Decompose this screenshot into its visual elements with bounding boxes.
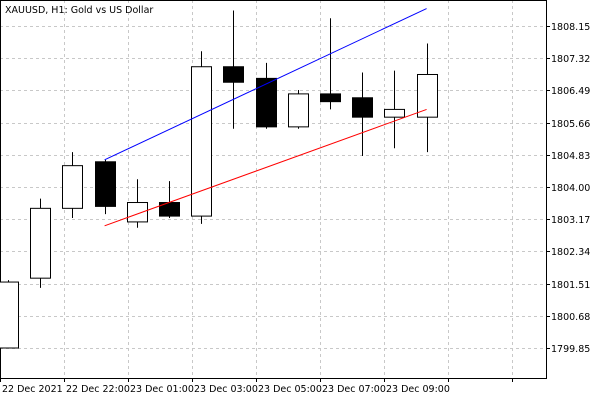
y-tick-label: 1800.68 [551, 312, 590, 323]
candle-body-bearish [95, 161, 116, 207]
candles-group [0, 10, 438, 349]
candle [288, 90, 309, 129]
candle [62, 152, 83, 219]
x-tick-label: 23 Dec 03:00 [194, 384, 258, 395]
candle-body-bearish [320, 93, 341, 103]
candle [127, 179, 148, 228]
candle [417, 43, 438, 153]
x-tick-label: 23 Dec 07:00 [322, 384, 386, 395]
y-tick-label: 1805.66 [551, 119, 590, 130]
candle-body-bullish [288, 93, 309, 128]
candle-body-bullish [417, 73, 438, 118]
y-tick-label: 1799.85 [551, 344, 590, 355]
candle [159, 181, 180, 219]
candle [320, 18, 341, 110]
candle-body-bearish [256, 77, 277, 128]
candle-body-bullish [127, 202, 148, 223]
plot-frame [0, 0, 547, 379]
candle-body-bullish [191, 66, 212, 217]
x-tick-label: 22 Dec 22:00 [66, 384, 130, 395]
chart-title: XAUUSD, H1: Gold vs US Dollar [5, 5, 153, 16]
candle [256, 62, 277, 129]
y-tick-label: 1804.83 [551, 151, 590, 162]
candle [352, 72, 373, 156]
trendlines-group [104, 8, 427, 227]
y-tick-label: 1801.51 [551, 280, 590, 291]
y-tick-label: 1806.49 [551, 86, 590, 97]
price-axis: 1808.15 1807.32 1806.49 1805.66 1804.83 1804.… [546, 22, 590, 355]
x-tick-label: 22 Dec 2021 [2, 384, 63, 395]
candle-body-bearish [352, 97, 373, 118]
candle [191, 51, 212, 224]
x-tick-label: 23 Dec 09:00 [386, 384, 450, 395]
candle [384, 70, 405, 149]
candle [95, 159, 116, 215]
x-tick-label: 23 Dec 05:00 [258, 384, 322, 395]
x-tick-label: 23 Dec 01:00 [130, 384, 194, 395]
trendline-lower[interactable] [104, 108, 427, 227]
candle [30, 198, 51, 288]
candle [0, 280, 19, 349]
trendline-upper[interactable] [104, 8, 427, 161]
candle-body-bullish [62, 165, 83, 209]
candle [223, 10, 244, 129]
y-tick-label: 1802.34 [551, 247, 590, 258]
time-axis: 22 Dec 2021 22 Dec 22:00 23 Dec 01:00 23 De… [0, 378, 513, 395]
y-tick-label: 1808.15 [551, 22, 590, 33]
candle-body-bullish [384, 108, 405, 118]
candle-body-bullish [0, 281, 19, 349]
y-tick-label: 1807.32 [551, 54, 590, 65]
y-tick-label: 1804.00 [551, 183, 590, 194]
candle-body-bullish [30, 207, 51, 279]
candle-body-bearish [223, 66, 244, 83]
y-tick-label: 1803.17 [551, 215, 590, 226]
